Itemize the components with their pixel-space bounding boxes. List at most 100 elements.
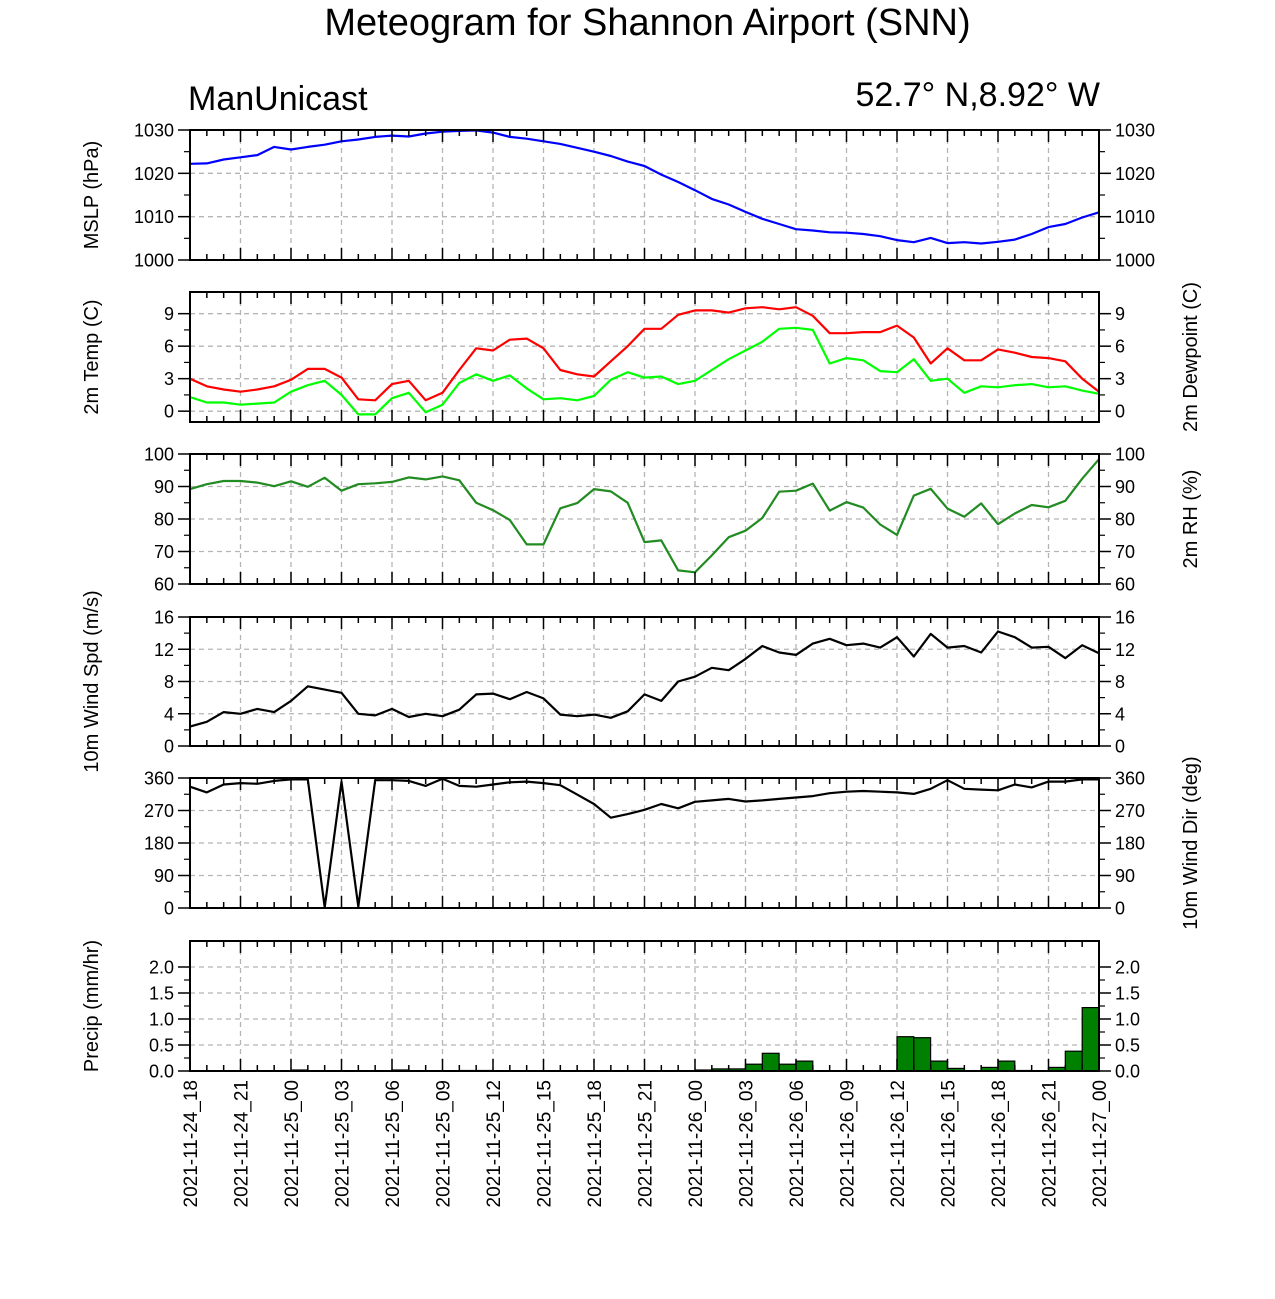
y-tick-label: 80 (1115, 510, 1135, 530)
y-tick-label: 0.5 (149, 1036, 174, 1056)
y-tick-label: 1000 (134, 251, 174, 271)
y-tick-label: 8 (164, 672, 174, 692)
y-tick-label: 90 (154, 477, 174, 497)
y-axis-title-left: Precip (mm/hr) (81, 940, 103, 1072)
x-tick-label: 2021-11-26_09 (838, 1080, 859, 1207)
x-tick-label: 2021-11-25_21 (636, 1080, 657, 1207)
y-axis-title-left: MSLP (hPa) (81, 141, 103, 250)
panel-precip: 0.0 0.0 0.5 0.5 1.0 1.0 1.5 1.5 2.0 2.0 Precip (mm… (81, 940, 1140, 1082)
x-tick-label: 2021-11-25_03 (333, 1080, 354, 1207)
x-axis-labels: 2021-11-24_18 2021-11-24_21 2021-11-25_00 2… (181, 1080, 1111, 1207)
x-tick-label: 2021-11-25_18 (585, 1080, 606, 1207)
y-tick-label: 4 (164, 704, 174, 724)
y-tick-label: 80 (154, 510, 174, 530)
x-tick-label: 2021-11-26_03 (737, 1080, 758, 1207)
y-tick-label: 1010 (1115, 207, 1155, 227)
y-tick-label: 0.5 (1115, 1036, 1140, 1056)
x-tick-label: 2021-11-26_06 (787, 1080, 808, 1207)
panel-temp: 0 0 3 3 6 6 9 9 2m Temp (C) 2m Dewpoint (C) (81, 282, 1202, 432)
y-tick-label: 9 (1115, 304, 1125, 324)
x-tick-label: 2021-11-27_00 (1090, 1080, 1111, 1207)
chart-title: Meteogram for Shannon Airport (SNN) (324, 2, 971, 44)
precip-bar (930, 1060, 949, 1072)
series-line-wind_speed-0 (189, 630, 1100, 728)
panel-wind_dir: 0 0 90 90 180 180 270 270 360 360 10m Wind Dir (de… (144, 756, 1202, 929)
y-tick-label: 6 (1115, 337, 1125, 357)
y-tick-label: 1030 (134, 121, 174, 141)
y-tick-label: 1.0 (149, 1010, 174, 1030)
x-tick-label: 2021-11-24_21 (232, 1080, 253, 1207)
y-tick-label: 0 (164, 737, 174, 757)
y-tick-label: 0 (164, 402, 174, 422)
y-tick-label: 100 (144, 445, 174, 465)
precip-bar (795, 1060, 814, 1072)
y-tick-label: 12 (1115, 640, 1135, 660)
panel-wind_speed: 0 0 4 4 8 8 12 12 16 16 10m Wind Spd (m/s) (81, 590, 1135, 772)
precip-bar (761, 1052, 780, 1072)
y-tick-label: 1.0 (1115, 1010, 1140, 1030)
panel-mslp: 1000 1000 1010 1010 1020 1020 1030 1030 MSLP (hP… (81, 121, 1155, 271)
y-tick-label: 360 (1115, 769, 1145, 789)
y-tick-label: 360 (144, 769, 174, 789)
y-tick-label: 0.0 (1115, 1062, 1140, 1082)
x-tick-label: 2021-11-25_12 (484, 1080, 505, 1207)
y-tick-label: 16 (154, 608, 174, 628)
y-axis-title-left: 10m Wind Spd (m/s) (81, 590, 103, 772)
y-tick-label: 2.0 (1115, 958, 1140, 978)
y-tick-label: 6 (164, 337, 174, 357)
y-tick-label: 1.5 (149, 984, 174, 1004)
panel-rh: 60 60 70 70 80 80 90 90 100 100 2m RH (%) (144, 445, 1202, 595)
y-axis-title-right: 2m RH (%) (1180, 470, 1202, 569)
y-tick-label: 9 (164, 304, 174, 324)
y-tick-label: 100 (1115, 445, 1145, 465)
precip-bar (744, 1063, 763, 1072)
y-tick-label: 0 (164, 899, 174, 919)
x-tick-label: 2021-11-25_00 (282, 1080, 303, 1207)
y-tick-label: 1000 (1115, 251, 1155, 271)
y-tick-label: 16 (1115, 608, 1135, 628)
x-tick-label: 2021-11-24_18 (181, 1080, 202, 1207)
y-tick-label: 1020 (1115, 164, 1155, 184)
precip-bar (778, 1063, 797, 1072)
y-tick-label: 4 (1115, 704, 1125, 724)
precip-bar (997, 1060, 1016, 1072)
x-tick-label: 2021-11-26_18 (989, 1080, 1010, 1207)
y-axis-title-right: 2m Dewpoint (C) (1180, 282, 1202, 432)
x-tick-label: 2021-11-26_21 (1040, 1080, 1061, 1207)
x-tick-label: 2021-11-26_00 (686, 1080, 707, 1207)
y-tick-label: 0 (1115, 737, 1125, 757)
y-tick-label: 3 (164, 369, 174, 389)
series-line-temp-1 (189, 326, 1100, 416)
y-tick-label: 270 (144, 801, 174, 821)
y-tick-label: 60 (154, 575, 174, 595)
y-tick-label: 0 (1115, 899, 1125, 919)
y-tick-label: 1.5 (1115, 984, 1140, 1004)
y-axis-title-left: 2m Temp (C) (81, 299, 103, 414)
series-line-temp-0 (189, 306, 1100, 402)
y-tick-label: 1020 (134, 164, 174, 184)
y-tick-label: 90 (1115, 866, 1135, 886)
model-label: ManUnicast (188, 80, 368, 118)
y-tick-label: 0 (1115, 402, 1125, 422)
y-tick-label: 90 (154, 866, 174, 886)
y-tick-label: 60 (1115, 575, 1135, 595)
y-tick-label: 180 (1115, 834, 1145, 854)
x-tick-label: 2021-11-25_15 (535, 1080, 556, 1207)
y-tick-label: 70 (1115, 542, 1135, 562)
y-tick-label: 8 (1115, 672, 1125, 692)
y-tick-label: 0.0 (149, 1062, 174, 1082)
y-tick-label: 1010 (134, 207, 174, 227)
y-tick-label: 70 (154, 542, 174, 562)
precip-bar (1081, 1006, 1100, 1072)
x-tick-label: 2021-11-25_06 (383, 1080, 404, 1207)
x-tick-label: 2021-11-26_12 (888, 1080, 909, 1207)
precip-bar (896, 1036, 915, 1072)
y-tick-label: 12 (154, 640, 174, 660)
y-tick-label: 270 (1115, 801, 1145, 821)
precip-bar (913, 1037, 932, 1072)
series-line-rh-0 (189, 458, 1100, 574)
y-tick-label: 1030 (1115, 121, 1155, 141)
x-tick-label: 2021-11-26_15 (939, 1080, 960, 1207)
station-coordinates: 52.7° N,8.92° W (855, 76, 1100, 114)
